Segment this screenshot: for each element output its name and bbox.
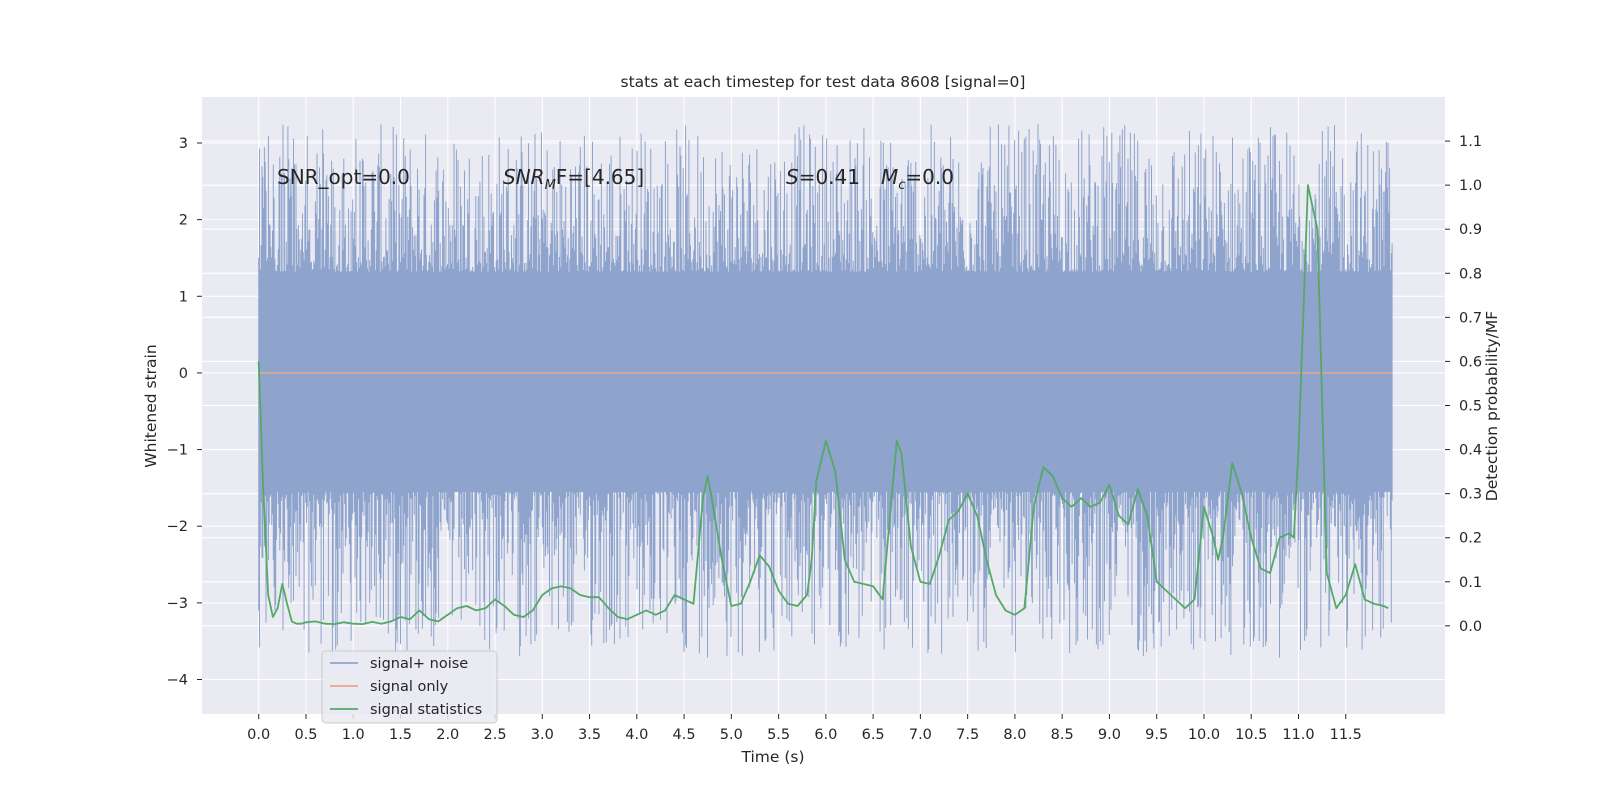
y2-tick-label-0: 1.1 — [1459, 134, 1482, 150]
y2-tick-label-6: 0.5 — [1459, 399, 1482, 415]
signal-statistics-series — [257, 184, 1389, 625]
y2-tick-label-2: 0.9 — [1459, 222, 1482, 238]
x-tick-label-14: 7.0 — [909, 727, 932, 743]
y2-tick-label-11: 0.0 — [1459, 619, 1482, 635]
x-tick-label-21: 10.5 — [1235, 727, 1267, 743]
y-tick-label-5: −2 — [167, 519, 188, 535]
annotation-snr-mf-sub: M — [545, 178, 556, 193]
x-tick-label-7: 3.5 — [578, 727, 601, 743]
x-tick-label-0: 0.0 — [247, 727, 270, 743]
x-tick-label-16: 8.0 — [1003, 727, 1026, 743]
x-tick-label-23: 11.5 — [1330, 727, 1362, 743]
y2-tick-label-8: 0.3 — [1459, 487, 1482, 503]
signal-statistics-line — [257, 184, 1389, 625]
legend-label-signal-noise: signal+ noise — [370, 656, 468, 672]
annotation-snr-mf-rest: F=[4.65] — [556, 165, 644, 189]
y-tick-label-0: 3 — [179, 136, 188, 152]
y2-tick-label-9: 0.2 — [1459, 531, 1482, 547]
annotation-snr-opt: SNR_opt=0.0 — [277, 165, 410, 189]
x-tick-label-22: 11.0 — [1282, 727, 1314, 743]
x-tick-label-6: 3.0 — [531, 727, 554, 743]
legend-label-signal-statistics: signal statistics — [370, 702, 482, 718]
noise-trace — [258, 124, 1393, 658]
x-tick-label-12: 6.0 — [814, 727, 837, 743]
y2-tick-label-5: 0.6 — [1459, 354, 1482, 370]
annotation-stat-s: S=0.41 — [786, 165, 860, 189]
x-tick-label-11: 5.5 — [767, 727, 790, 743]
y2-tick-label-4: 0.7 — [1459, 310, 1482, 326]
x-tick-label-15: 7.5 — [956, 727, 979, 743]
x-axis-label: Time (s) — [740, 748, 804, 766]
y-tick-label-3: 0 — [179, 366, 188, 382]
annotations: SNR_opt=0.0 SNRMF=[4.65] S=0.41 Mc=0.0 — [277, 165, 954, 193]
y-tick-label-2: 1 — [179, 289, 188, 305]
legend-label-signal-only: signal only — [370, 679, 449, 695]
y-tick-label-6: −3 — [167, 596, 188, 612]
y2-axis-label: Detection probability/MF — [1483, 311, 1501, 502]
y-tick-label-7: −4 — [167, 673, 188, 689]
legend-box — [321, 650, 498, 724]
x-tick-label-9: 4.5 — [673, 727, 696, 743]
y2-tick-label-3: 0.8 — [1459, 266, 1482, 282]
x-tick-label-20: 10.0 — [1188, 727, 1220, 743]
x-tick-label-3: 1.5 — [389, 727, 412, 743]
x-tick-label-4: 2.0 — [436, 727, 459, 743]
y-tick-label-4: −1 — [167, 443, 188, 459]
chart-title: stats at each timestep for test data 860… — [621, 73, 1026, 91]
signal-noise-series — [258, 124, 1393, 658]
x-tick-label-5: 2.5 — [483, 727, 506, 743]
annotation-snr-mf: SNRMF=[4.65] — [503, 165, 644, 193]
x-axis-ticks: 0.0 0.5 1.0 1.5 2.0 2.5 3.0 3.5 4.0 4.5 5.0 5.5 6.0 6… — [247, 714, 1362, 743]
y2-tick-label-10: 0.1 — [1459, 575, 1482, 591]
annotation-snr-mf-base: SNR — [503, 165, 545, 189]
legend: signal+ noise signal only signal statist… — [321, 650, 498, 724]
y-tick-label-1: 2 — [179, 213, 188, 229]
y2-tick-label-7: 0.4 — [1459, 443, 1482, 459]
x-tick-label-2: 1.0 — [342, 727, 365, 743]
x-tick-label-8: 4.0 — [625, 727, 648, 743]
x-tick-label-10: 5.0 — [720, 727, 743, 743]
y2-tick-label-1: 1.0 — [1459, 178, 1482, 194]
y-axis-ticks: 3 2 1 0 −1 −2 −3 −4 — [167, 136, 202, 689]
x-tick-label-1: 0.5 — [294, 727, 317, 743]
y-axis-label: Whitened strain — [142, 344, 160, 467]
x-tick-label-13: 6.5 — [862, 727, 885, 743]
x-tick-label-18: 9.0 — [1098, 727, 1121, 743]
x-tick-label-19: 9.5 — [1145, 727, 1168, 743]
x-tick-label-17: 8.5 — [1051, 727, 1074, 743]
annotation-chirp-mass: Mc=0.0 — [881, 165, 954, 193]
y2-axis-ticks: 1.1 1.0 0.9 0.8 0.7 0.6 0.5 0.4 0.3 0.2 0.1 0.0 — [1445, 134, 1482, 635]
